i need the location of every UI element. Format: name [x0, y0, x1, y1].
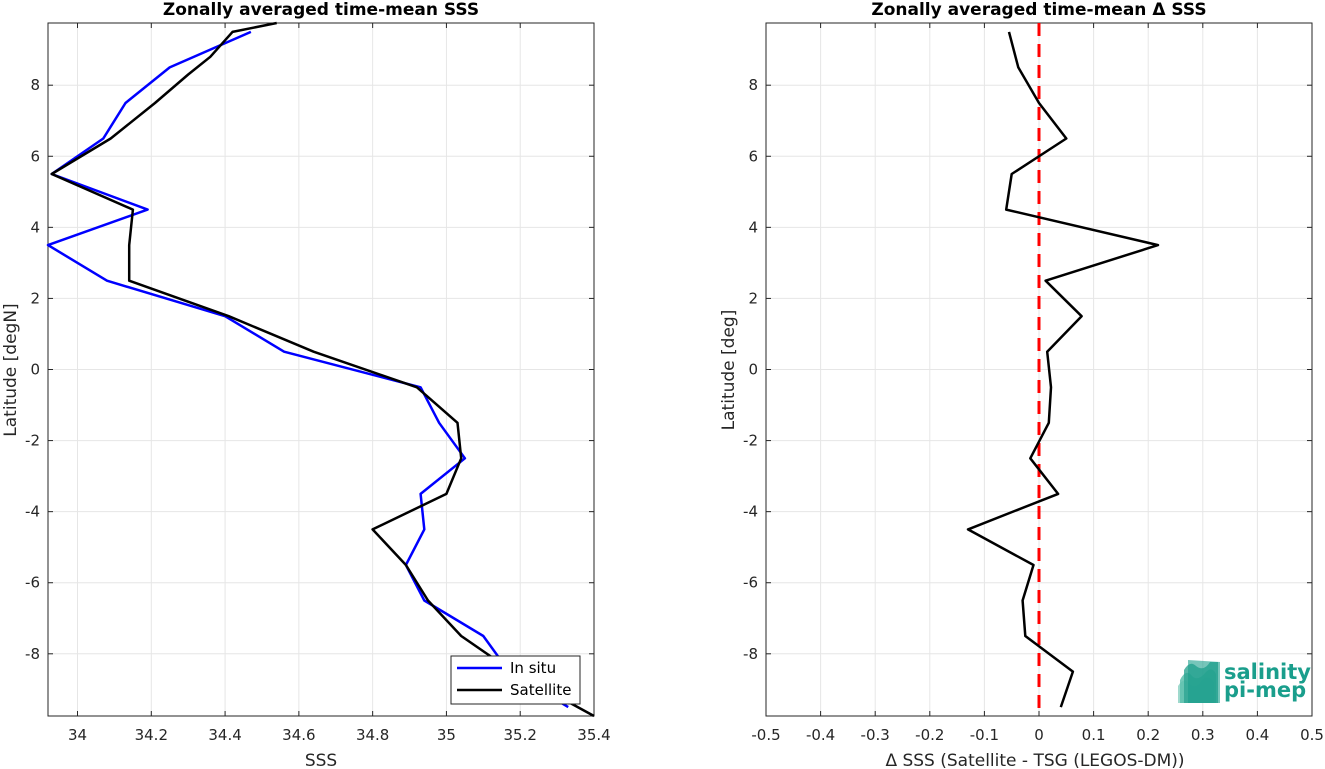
right-chart-title: Zonally averaged time-mean Δ SSS [871, 0, 1206, 20]
x-tick-label: 0.2 [1136, 726, 1160, 744]
y-tick-label: 8 [748, 76, 758, 94]
x-tick-label: 0.4 [1245, 726, 1269, 744]
x-tick-label: 34.4 [208, 726, 241, 744]
x-tick-label: 34.2 [135, 726, 168, 744]
y-tick-label: -4 [25, 503, 40, 521]
right-y-ticks: 8 6 4 2 0 -2 -4 -6 -8 [743, 76, 1312, 663]
series-line-satellite [50, 21, 595, 718]
x-tick-label: 0.3 [1191, 726, 1215, 744]
x-tick-label: -0.2 [915, 726, 944, 744]
y-tick-label: 6 [30, 147, 40, 165]
y-tick-label: 2 [748, 289, 758, 307]
right-x-ticks: -0.5 -0.4 -0.3 -0.2 -0.1 0 0.1 0.2 0.3 0.4 0.5 [751, 23, 1324, 744]
legend: In situ Satellite [450, 655, 581, 705]
logo-wave-icon [1178, 660, 1220, 703]
right-series [966, 31, 1160, 708]
left-x-ticks: 34 34.2 34.4 34.6 34.8 35 35.2 35.4 [68, 23, 611, 744]
y-tick-label: -8 [743, 645, 758, 663]
left-series [46, 21, 595, 718]
left-y-ticks: 8 6 4 2 0 -2 -4 -6 -8 [25, 76, 594, 663]
logo-text-pi-mep: pi-mep [1224, 678, 1306, 702]
x-tick-label: 35.2 [504, 726, 537, 744]
left-panel: 34 34.2 34.4 34.6 34.8 35 35.2 35.4 8 6 4 2 0 -2 -4 -6… [1, 0, 611, 769]
left-grid [48, 23, 595, 716]
x-tick-label: 34.8 [356, 726, 389, 744]
y-tick-label: 6 [748, 147, 758, 165]
x-tick-label: -0.5 [751, 726, 780, 744]
legend-box [450, 655, 581, 705]
legend-label-in-situ: In situ [510, 659, 556, 677]
left-y-axis-label: Latitude [degN] [1, 303, 21, 436]
x-tick-label: 35.4 [577, 726, 610, 744]
y-tick-label: 8 [30, 76, 40, 94]
y-tick-label: -6 [743, 574, 758, 592]
logo-text-salinity: salinity [1224, 660, 1311, 684]
y-tick-label: -4 [743, 503, 758, 521]
x-tick-label: 34.6 [282, 726, 315, 744]
series-line-delta-sss [966, 31, 1160, 708]
left-chart-title: Zonally averaged time-mean SSS [163, 0, 479, 20]
left-x-axis-label: SSS [305, 751, 337, 769]
series-line-in-situ [46, 30, 569, 709]
y-tick-label: -2 [743, 432, 758, 450]
right-panel: -0.5 -0.4 -0.3 -0.2 -0.1 0 0.1 0.2 0.3 0.4 0.5 8 6 4… [719, 0, 1324, 769]
x-tick-label: 0.1 [1082, 726, 1106, 744]
y-tick-label: -6 [25, 574, 40, 592]
y-tick-label: 4 [30, 218, 40, 236]
x-tick-label: -0.4 [806, 726, 835, 744]
salinity-pi-mep-logo: salinity pi-mep [1178, 660, 1311, 703]
y-tick-label: -8 [25, 645, 40, 663]
y-tick-label: 0 [748, 361, 758, 379]
x-tick-label: 0 [1034, 726, 1044, 744]
y-tick-label: 4 [748, 218, 758, 236]
right-x-axis-label: Δ SSS (Satellite - TSG (LEGOS-DM)) [885, 751, 1184, 769]
x-tick-label: 0.5 [1300, 726, 1324, 744]
y-tick-label: 0 [30, 361, 40, 379]
x-tick-label: 34 [68, 726, 87, 744]
right-y-axis-label: Latitude [deg] [719, 310, 739, 431]
y-tick-label: 2 [30, 289, 40, 307]
y-tick-label: -2 [25, 432, 40, 450]
x-tick-label: 35 [437, 726, 456, 744]
x-tick-label: -0.1 [970, 726, 999, 744]
x-tick-label: -0.3 [861, 726, 890, 744]
legend-label-satellite: Satellite [510, 681, 571, 699]
